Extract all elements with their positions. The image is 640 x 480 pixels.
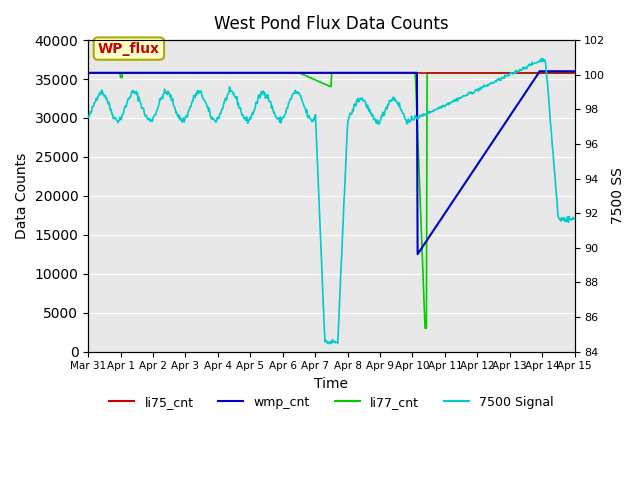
- li75_cnt: [286, 70, 294, 76]
- wmp_cnt: [414, 252, 422, 257]
- 7500 Signal: [286, 97, 294, 103]
- 7500 Signal: [603, 217, 611, 223]
- Line: 7500 Signal: 7500 Signal: [88, 59, 607, 344]
- li77_cnt: [286, 70, 294, 76]
- li77_cnt: [431, 70, 438, 76]
- 7500 Signal: [266, 99, 274, 105]
- 7500 Signal: [539, 56, 547, 61]
- wmp_cnt: [536, 68, 543, 74]
- li75_cnt: [145, 70, 153, 76]
- li75_cnt: [401, 70, 408, 76]
- wmp_cnt: [145, 70, 153, 76]
- wmp_cnt: [286, 70, 294, 76]
- li77_cnt: [84, 70, 92, 76]
- Line: wmp_cnt: wmp_cnt: [88, 71, 607, 254]
- li77_cnt: [603, 70, 611, 76]
- li75_cnt: [430, 70, 438, 76]
- li77_cnt: [266, 70, 274, 76]
- li75_cnt: [241, 70, 248, 76]
- wmp_cnt: [241, 70, 248, 76]
- X-axis label: Time: Time: [314, 377, 348, 391]
- Line: li77_cnt: li77_cnt: [88, 73, 607, 328]
- 7500 Signal: [145, 117, 153, 123]
- li77_cnt: [421, 325, 429, 331]
- wmp_cnt: [84, 70, 92, 76]
- wmp_cnt: [431, 226, 438, 232]
- Legend: li75_cnt, wmp_cnt, li77_cnt, 7500 Signal: li75_cnt, wmp_cnt, li77_cnt, 7500 Signal: [104, 391, 558, 414]
- li75_cnt: [603, 70, 611, 76]
- 7500 Signal: [84, 114, 92, 120]
- Y-axis label: 7500 SS: 7500 SS: [611, 168, 625, 224]
- wmp_cnt: [401, 70, 408, 76]
- li75_cnt: [84, 70, 92, 76]
- li77_cnt: [145, 70, 153, 76]
- li77_cnt: [401, 70, 408, 76]
- 7500 Signal: [241, 115, 248, 120]
- Y-axis label: Data Counts: Data Counts: [15, 153, 29, 239]
- Title: West Pond Flux Data Counts: West Pond Flux Data Counts: [214, 15, 449, 33]
- wmp_cnt: [266, 70, 274, 76]
- li75_cnt: [266, 70, 274, 76]
- 7500 Signal: [431, 107, 438, 113]
- Text: WP_flux: WP_flux: [98, 42, 160, 56]
- li77_cnt: [241, 70, 248, 76]
- wmp_cnt: [603, 68, 611, 74]
- 7500 Signal: [324, 341, 332, 347]
- 7500 Signal: [401, 117, 409, 122]
